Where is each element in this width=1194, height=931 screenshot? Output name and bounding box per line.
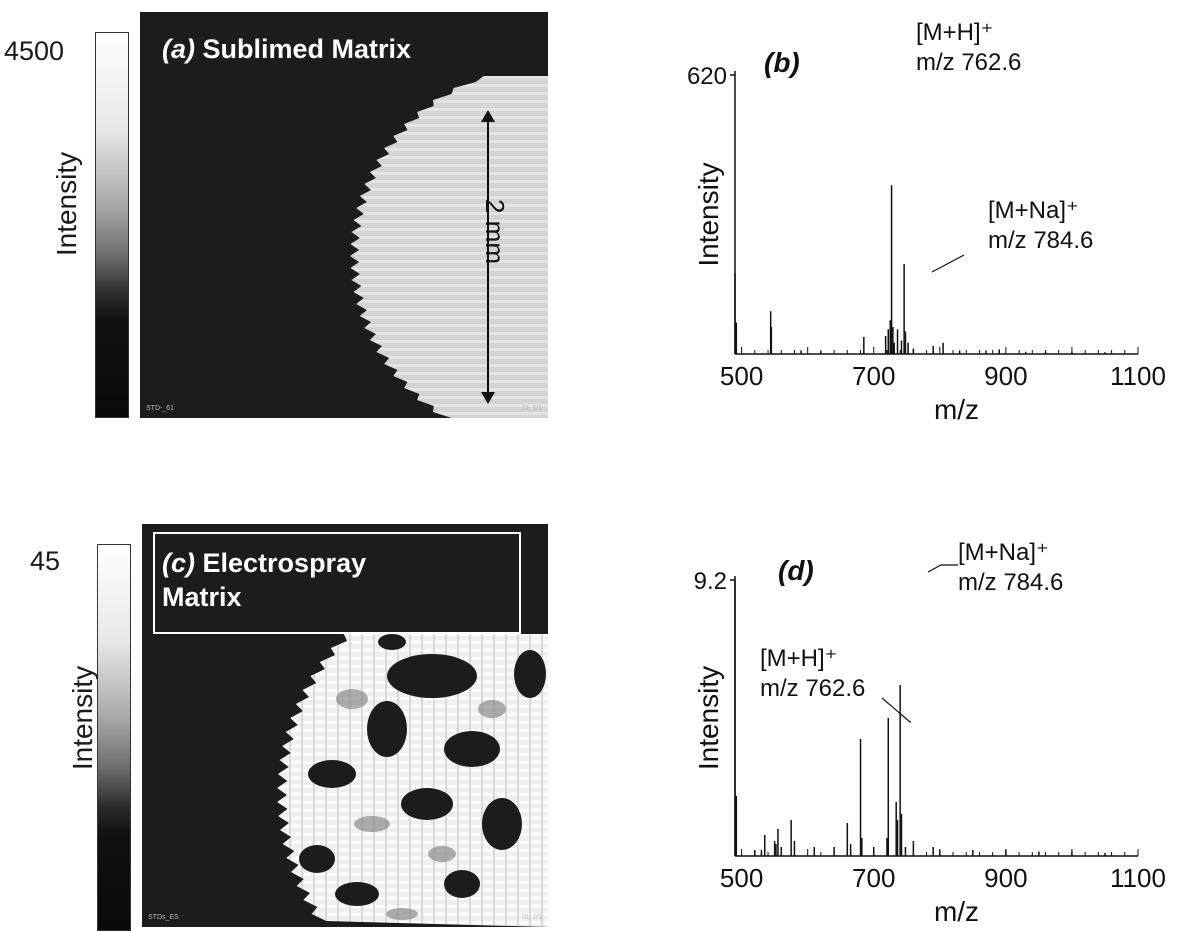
sample-spot-image-a: 2 mm xyxy=(350,76,548,418)
y-axis-label: Intensity xyxy=(693,666,724,770)
x-axis-label: m/z xyxy=(934,394,979,420)
x-tick-label: 700 xyxy=(852,863,895,893)
dimension-label: 2 mm xyxy=(480,199,510,264)
x-tick-label: 500 xyxy=(720,361,763,391)
x-tick-label: 900 xyxy=(984,361,1027,391)
scale-max-c: 45 xyxy=(30,546,61,576)
x-tick-label: 1100 xyxy=(1110,361,1166,391)
panel-a-letter: (a) xyxy=(162,34,195,64)
x-axis-label: m/z xyxy=(934,896,979,927)
annotation-ion: [M+Na]⁺ xyxy=(988,197,1079,224)
annotation-ion: [M+H]⁺ xyxy=(916,19,993,46)
annotation-mz: m/z 762.6 xyxy=(760,675,865,702)
footer-right-a: SL 1/1 xyxy=(522,405,542,412)
annotation-leader xyxy=(881,697,911,723)
image-panel-c: (c) Electrospray Matrix STDs_ES SL 1/1 xyxy=(142,524,548,927)
panel-a-title: (a) Sublimed Matrix xyxy=(162,34,411,65)
annotation-mz: m/z 762.6 xyxy=(916,49,1021,76)
y-axis-label: Intensity xyxy=(693,162,724,266)
panel-letter: (d) xyxy=(778,555,814,586)
x-tick-label: 900 xyxy=(984,863,1027,893)
annotation-leader xyxy=(931,254,965,273)
panel-c-letter: (c) xyxy=(162,548,195,578)
colorbar-c xyxy=(97,544,131,931)
footer-right-c: SL 1/1 xyxy=(522,914,542,921)
panel-a-title-text: Sublimed Matrix xyxy=(202,34,412,64)
low-intensity-regions xyxy=(299,634,546,906)
annotation-mz: m/z 784.6 xyxy=(958,569,1063,596)
x-tick-label: 500 xyxy=(720,863,763,893)
footer-left-c: STDs_ES xyxy=(148,914,179,921)
intensity-label-a: Intensity xyxy=(51,151,82,257)
panel-c-title-line1: Electrospray xyxy=(202,548,367,578)
panel-letter: (b) xyxy=(764,47,800,78)
panel-c-title-box xyxy=(153,532,521,634)
panel-c-title: (c) Electrospray Matrix xyxy=(162,546,366,614)
image-panel-a: 2 mm (a) Sublimed Matrix STD-_61 SL 1/1 xyxy=(140,12,548,418)
y-tick-label: 620 xyxy=(687,63,727,90)
intensity-label-c: Intensity xyxy=(67,665,98,771)
annotation-mz: m/z 784.6 xyxy=(988,227,1093,254)
annotation-leader xyxy=(927,564,958,573)
scale-max-a: 4500 xyxy=(4,36,65,66)
y-tick-label: 9.2 xyxy=(694,568,727,595)
x-tick-label: 700 xyxy=(852,361,895,391)
mass-spectrum-d: 9.2 500 700 900 1100 m/z Intensity (d) [M+H]⁺ m/z… xyxy=(693,539,1166,927)
mass-spectrum-b: 620 500 700 900 1100 m/z Intensity (b) [M+H]⁺ m/z… xyxy=(687,19,1166,420)
x-tick-label: 1100 xyxy=(1110,863,1166,893)
panel-c-title-line2: Matrix xyxy=(162,582,242,612)
footer-left-a: STD-_61 xyxy=(146,405,175,412)
sample-spot-image-c xyxy=(277,634,548,927)
mid-intensity-regions xyxy=(336,689,506,920)
colorbar-a xyxy=(95,32,129,418)
annotation-ion: [M+Na]⁺ xyxy=(958,539,1049,566)
annotation-ion: [M+H]⁺ xyxy=(760,645,837,672)
